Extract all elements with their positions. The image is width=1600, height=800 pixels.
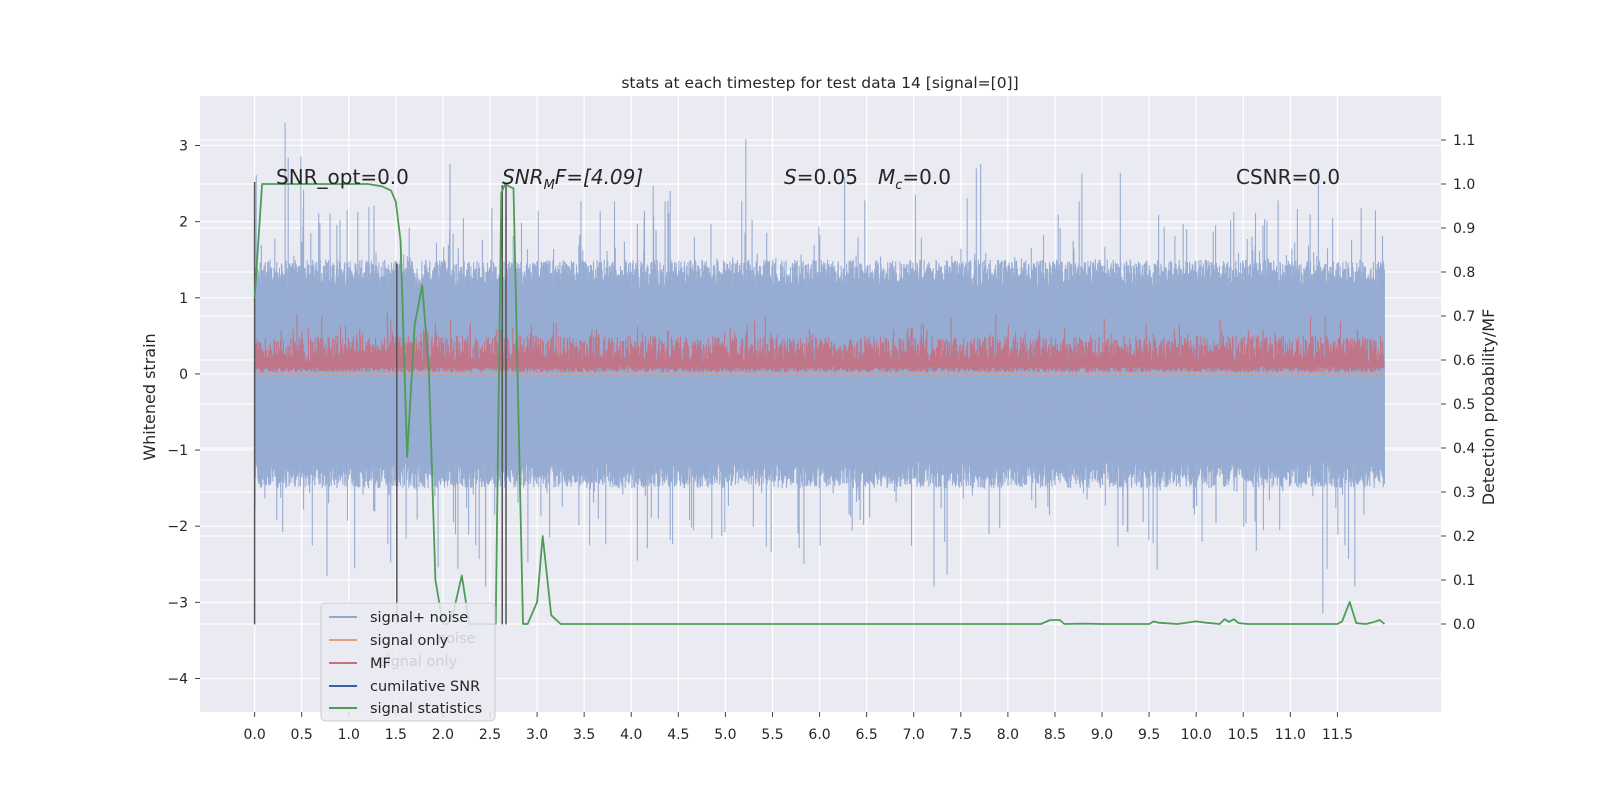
- x-tick-label: 8.0: [997, 727, 1019, 743]
- left-y-tick-label: 2: [179, 215, 188, 231]
- annotation-snr-mf-sub: M: [544, 178, 555, 193]
- y-axis-label-right: Detection probability/MF: [1479, 309, 1498, 506]
- x-tick-label: 0.5: [291, 727, 313, 743]
- x-tick-label: 11.5: [1322, 727, 1353, 743]
- vertical-markers: [253, 182, 507, 625]
- x-tick-label: 3.5: [573, 727, 595, 743]
- legend-box: [320, 602, 496, 722]
- right-y-tick-label: 0.0: [1453, 617, 1475, 633]
- right-y-tick-labels: 1.1 1.0 0.9 0.8 0.7 0.6 0.5 0.4 0.3 0.2 0.1 0.0: [1441, 133, 1475, 633]
- right-y-tick-label: 0.7: [1453, 309, 1475, 325]
- x-tick-label: 6.5: [856, 727, 878, 743]
- x-tick-label: 5.0: [714, 727, 736, 743]
- x-tick-label: 10.5: [1228, 727, 1259, 743]
- y-axis-label-left: Whitened strain: [140, 333, 159, 460]
- legend-label-cumilative-snr: cumilative SNR: [370, 679, 480, 695]
- annotation-s: S=0.05: [784, 165, 858, 189]
- x-tick-label: 9.0: [1091, 727, 1113, 743]
- legend-label-mf: MF: [370, 656, 391, 672]
- annotation-mc: Mc=0.0: [878, 165, 951, 193]
- right-y-tick-label: 1.1: [1453, 133, 1475, 149]
- left-y-tick-labels: 3 2 1 0 −1 −2 −3 −4: [167, 138, 200, 687]
- annotation-snr-mf-main: SNR: [502, 165, 544, 189]
- annotation-mc-value: =0.0: [902, 165, 951, 189]
- right-y-tick-label: 0.9: [1453, 221, 1475, 237]
- x-tick-label: 2.0: [432, 727, 454, 743]
- x-tick-label: 4.5: [667, 727, 689, 743]
- x-tick-label: 8.5: [1044, 727, 1066, 743]
- x-tick-label: 11.0: [1275, 727, 1306, 743]
- x-tick-label: 1.5: [385, 727, 407, 743]
- x-tick-label: 4.0: [620, 727, 642, 743]
- right-y-tick-label: 0.6: [1453, 353, 1475, 369]
- annotation-snr-mf-tail: F=[4.09]: [555, 165, 643, 189]
- left-y-tick-label: 3: [179, 138, 188, 154]
- left-y-tick-label: −2: [167, 519, 188, 535]
- annotation-s-value: =0.05: [797, 165, 858, 189]
- legend-label-signal-statistics: signal statistics: [370, 701, 482, 717]
- x-tick-label: 3.0: [526, 727, 548, 743]
- right-y-tick-label: 0.1: [1453, 573, 1475, 589]
- annotation-snr-mf: SNRMF=[4.09]: [502, 165, 643, 193]
- x-tick-label: 7.5: [950, 727, 972, 743]
- x-tick-label: 2.5: [479, 727, 501, 743]
- x-tick-label: 5.5: [761, 727, 783, 743]
- legend-ghost-1: noise: [437, 631, 476, 647]
- annotation-csnr: CSNR=0.0: [1236, 165, 1340, 189]
- x-tick-label: 9.5: [1138, 727, 1160, 743]
- left-y-tick-label: −4: [167, 671, 188, 687]
- left-y-tick-label: 0: [179, 367, 188, 383]
- chart-title: stats at each timestep for test data 14 …: [621, 74, 1018, 92]
- x-tick-label: 10.0: [1181, 727, 1212, 743]
- right-y-tick-label: 0.3: [1453, 485, 1475, 501]
- annotation-s-name: S: [784, 165, 797, 189]
- right-y-tick-label: 1.0: [1453, 177, 1475, 193]
- annotation-snr-opt: SNR_opt=0.0: [276, 165, 409, 189]
- left-y-tick-label: −1: [167, 443, 188, 459]
- series-signal-statistics: [253, 183, 1386, 625]
- x-tick-label: 1.0: [338, 727, 360, 743]
- right-y-tick-label: 0.2: [1453, 529, 1475, 545]
- annotation-mc-sub: c: [895, 178, 902, 193]
- legend: noise signal only signal+ noise signal o…: [320, 602, 496, 722]
- right-y-tick-label: 0.5: [1453, 397, 1475, 413]
- x-tick-label: 6.0: [808, 727, 830, 743]
- annotation-mc-name: M: [878, 165, 895, 189]
- left-y-tick-label: −3: [167, 595, 188, 611]
- x-tick-labels: 0.0 0.5 1.0 1.5 2.0 2.5 3.0 3.5 4.0 4.5 5.0 5.5 6.0 6…: [243, 712, 1353, 743]
- legend-ghost-2: signal only: [379, 654, 458, 670]
- left-y-tick-label: 1: [179, 291, 188, 307]
- legend-label-signal-only: signal only: [370, 633, 449, 649]
- right-y-tick-label: 0.8: [1453, 265, 1475, 281]
- legend-label-signal-plus-noise: signal+ noise: [370, 610, 468, 626]
- right-y-tick-label: 0.4: [1453, 441, 1475, 457]
- x-tick-label: 7.0: [903, 727, 925, 743]
- x-tick-label: 0.0: [243, 727, 265, 743]
